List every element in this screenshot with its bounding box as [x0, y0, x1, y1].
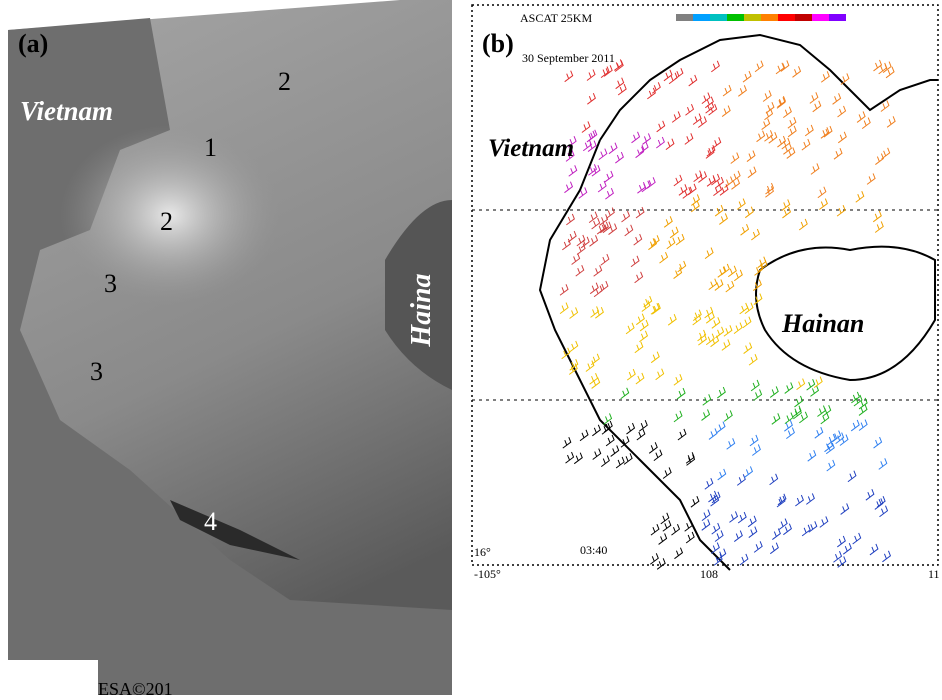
color-scale-cell: [761, 14, 778, 21]
panel-b: (b) ASCAT 25KM 30 September 2011 Vietnam…: [472, 5, 940, 581]
label-mask: [8, 660, 98, 695]
time-label: 03:40: [580, 543, 607, 557]
color-scale-cell: [710, 14, 727, 21]
annotation: 2: [278, 67, 291, 96]
product-label: ASCAT 25KM: [520, 11, 592, 25]
color-scale-cell: [829, 14, 846, 21]
panel-label: (b): [482, 29, 514, 58]
color-scale-cell: [744, 14, 761, 21]
credit: ESA©201: [98, 679, 173, 695]
color-scale-cell: [812, 14, 829, 21]
annotation: 3: [104, 269, 117, 298]
lon-label: -105°: [474, 567, 501, 581]
panel-label: (a): [18, 29, 48, 58]
panel-a: (a) Vietnam Haina ESA©201 2 1 2 3 3 4: [8, 0, 452, 695]
figure: (a) Vietnam Haina ESA©201 2 1 2 3 3 4 (b) ASC…: [0, 0, 942, 695]
color-scale-cell: [795, 14, 812, 21]
island-label: Hainan: [781, 309, 864, 338]
lon-label: 108: [700, 567, 718, 581]
color-scale-cell: [693, 14, 710, 21]
lon-label: 11: [928, 567, 940, 581]
annotation: 4: [204, 507, 217, 536]
island-label: Haina: [406, 273, 437, 347]
annotation: 1: [204, 133, 217, 162]
color-scale-cell: [727, 14, 744, 21]
date-label: 30 September 2011: [522, 51, 615, 65]
annotation: 3: [90, 357, 103, 386]
annotation: 2: [160, 207, 173, 236]
country-label: Vietnam: [20, 96, 113, 126]
color-scale-cell: [778, 14, 795, 21]
lat-label: 16°: [474, 545, 491, 559]
country-label: Vietnam: [488, 135, 574, 162]
color-scale-cell: [676, 14, 693, 21]
